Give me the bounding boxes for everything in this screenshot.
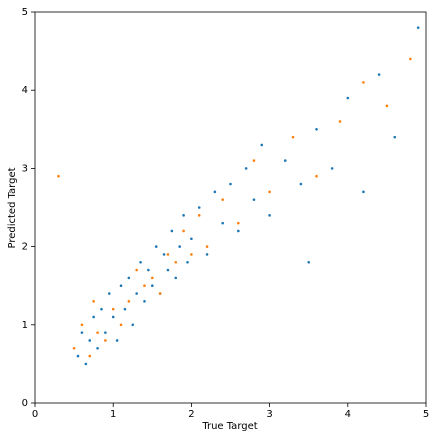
point bbox=[131, 323, 135, 327]
point bbox=[221, 221, 224, 225]
point bbox=[291, 135, 295, 139]
point bbox=[147, 268, 150, 272]
x-tick-label: 5 bbox=[423, 409, 429, 420]
point bbox=[57, 174, 60, 178]
point bbox=[252, 198, 256, 201]
point bbox=[107, 292, 111, 295]
point bbox=[166, 253, 170, 256]
point bbox=[182, 214, 185, 217]
point bbox=[362, 81, 365, 84]
point bbox=[197, 214, 201, 217]
y-tick-label: 1 bbox=[22, 320, 28, 331]
point bbox=[338, 120, 342, 123]
point bbox=[174, 260, 178, 264]
point bbox=[213, 190, 217, 194]
point bbox=[186, 260, 189, 264]
point bbox=[315, 128, 318, 131]
point bbox=[92, 315, 95, 319]
point bbox=[162, 253, 166, 256]
point bbox=[80, 331, 84, 334]
point bbox=[330, 167, 334, 170]
point bbox=[96, 346, 99, 350]
point bbox=[229, 182, 232, 186]
point bbox=[166, 268, 170, 272]
point bbox=[119, 323, 123, 327]
point bbox=[111, 307, 115, 311]
point bbox=[143, 284, 146, 288]
point bbox=[393, 135, 397, 139]
point bbox=[127, 300, 131, 303]
point bbox=[416, 26, 420, 29]
point bbox=[127, 276, 131, 280]
point bbox=[139, 260, 142, 264]
point bbox=[88, 354, 92, 358]
point bbox=[268, 190, 271, 194]
point bbox=[158, 292, 162, 295]
x-tick-label: 1 bbox=[110, 409, 116, 420]
point bbox=[190, 237, 193, 241]
point bbox=[72, 346, 76, 350]
point bbox=[123, 307, 127, 311]
point bbox=[111, 315, 115, 319]
point bbox=[268, 214, 271, 217]
y-tick-label: 3 bbox=[22, 163, 28, 174]
point bbox=[104, 339, 107, 342]
point bbox=[84, 362, 88, 366]
point bbox=[100, 307, 103, 311]
point bbox=[104, 331, 107, 334]
point bbox=[92, 300, 95, 303]
point bbox=[299, 182, 303, 186]
point bbox=[237, 221, 240, 225]
x-tick-label: 2 bbox=[188, 409, 194, 420]
point bbox=[205, 253, 209, 256]
x-tick-label: 0 bbox=[32, 409, 38, 420]
point bbox=[190, 253, 193, 256]
point bbox=[205, 245, 209, 248]
point bbox=[119, 284, 123, 288]
point bbox=[143, 300, 146, 303]
point bbox=[362, 190, 365, 194]
point bbox=[315, 174, 318, 178]
y-tick-label: 2 bbox=[22, 242, 28, 253]
point bbox=[307, 260, 311, 264]
x-axis-label: True Target bbox=[201, 421, 257, 432]
point bbox=[252, 159, 256, 162]
point bbox=[80, 323, 84, 327]
point bbox=[135, 292, 138, 295]
point bbox=[409, 57, 412, 61]
point bbox=[385, 104, 389, 108]
point bbox=[260, 143, 264, 147]
y-axis-label: Predicted Target bbox=[7, 167, 18, 248]
point bbox=[170, 229, 174, 233]
y-tick-label: 5 bbox=[22, 7, 28, 18]
point bbox=[174, 276, 178, 280]
point bbox=[221, 198, 224, 201]
x-tick-label: 3 bbox=[266, 409, 272, 420]
point bbox=[237, 229, 240, 233]
point bbox=[151, 284, 154, 288]
point bbox=[182, 229, 185, 233]
point bbox=[151, 276, 154, 280]
point bbox=[154, 245, 158, 248]
point bbox=[96, 331, 99, 334]
point bbox=[283, 159, 287, 162]
point bbox=[88, 339, 92, 342]
y-tick-label: 4 bbox=[22, 85, 28, 96]
point bbox=[115, 339, 119, 342]
point bbox=[244, 167, 248, 170]
point bbox=[346, 96, 350, 100]
point bbox=[76, 354, 80, 358]
point bbox=[178, 245, 181, 248]
y-tick-label: 0 bbox=[22, 398, 28, 409]
point bbox=[377, 73, 381, 76]
point bbox=[135, 268, 138, 272]
point bbox=[197, 206, 201, 209]
plot-frame bbox=[34, 11, 427, 404]
x-tick-label: 4 bbox=[345, 409, 351, 420]
